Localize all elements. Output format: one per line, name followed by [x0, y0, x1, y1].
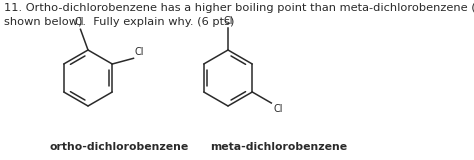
Text: ortho-dichlorobenzene: ortho-dichlorobenzene [50, 142, 189, 152]
Text: Cl: Cl [135, 47, 144, 57]
Text: Cl: Cl [223, 16, 233, 26]
Text: meta-dichlorobenzene: meta-dichlorobenzene [210, 142, 347, 152]
Text: Cl: Cl [75, 17, 84, 27]
Text: Cl: Cl [273, 104, 283, 114]
Text: 11. Ortho-dichlorobenzene has a higher boiling point than meta-dichlorobenzene (: 11. Ortho-dichlorobenzene has a higher b… [4, 3, 474, 27]
